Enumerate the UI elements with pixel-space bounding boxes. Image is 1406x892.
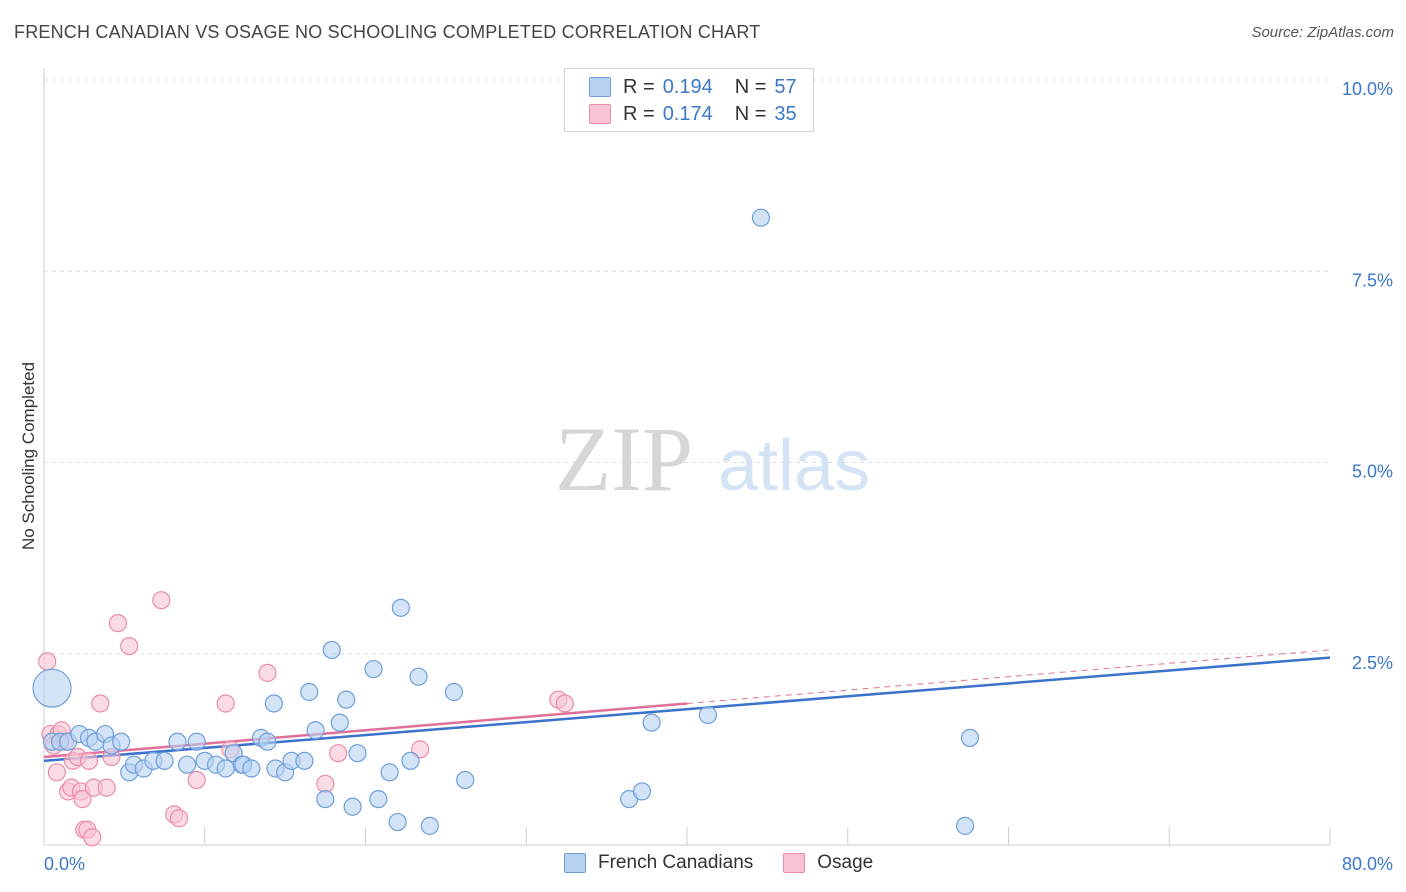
x-label-min: 0.0% — [44, 854, 85, 874]
french-canadian-point — [632, 782, 652, 801]
french-canadian-point — [955, 816, 975, 835]
osage-point — [97, 778, 116, 797]
legend-swatch-pink — [783, 853, 806, 873]
osage-point — [329, 744, 348, 763]
french-canadian-point — [155, 751, 174, 770]
french-canadian-point — [295, 751, 314, 770]
french-canadian-point — [380, 763, 399, 782]
correlation-legend: R = 0.194 N = 57 R = 0.174 N = 35 — [564, 68, 814, 132]
osage-trend-extension — [686, 649, 1331, 704]
osage-point — [555, 694, 574, 713]
chart-title: FRENCH CANADIAN VS OSAGE NO SCHOOLING CO… — [14, 22, 761, 42]
french-canadian-point — [348, 744, 367, 763]
legend-n-label: N = — [734, 75, 767, 98]
french-canadian-point — [300, 682, 319, 702]
french-canadian-point — [322, 640, 341, 660]
french-canadian-point — [343, 797, 362, 816]
legend-label-french-canadians: French Canadians — [598, 852, 754, 873]
osage-point — [91, 694, 110, 713]
osage-point — [120, 636, 139, 656]
french-canadian-point — [168, 732, 187, 751]
watermark-zip: ZIP — [555, 408, 693, 510]
legend-r-label: R = — [623, 102, 655, 125]
y-tick-label: 2.5% — [1352, 653, 1393, 673]
legend-label-osage: Osage — [817, 852, 874, 873]
legend-r-value: 0.174 — [662, 102, 713, 125]
legend-n-value: 35 — [774, 102, 797, 125]
osage-point — [152, 591, 171, 610]
french-canadian-points — [32, 208, 980, 835]
french-canadian-point — [177, 755, 197, 774]
grid-lines — [44, 79, 1330, 655]
osage-point — [73, 789, 92, 809]
y-tick-labels: 2.5% 5.0% 7.5% 10.0% — [1342, 79, 1393, 673]
french-canadian-point — [216, 759, 235, 778]
legend-row-french-canadians: R = 0.194 N = 57 — [589, 75, 797, 99]
osage-point — [187, 770, 206, 790]
osage-point — [83, 828, 102, 847]
french-canadian-point — [401, 751, 420, 770]
legend-n-label: N = — [734, 102, 767, 125]
osage-point — [216, 694, 235, 713]
source-label: Source: ZipAtlas.com — [1251, 24, 1394, 41]
legend-row-osage: R = 0.174 N = 35 — [589, 102, 797, 126]
french-canadian-point — [698, 705, 717, 725]
watermark-atlas: atlas — [718, 426, 870, 506]
legend-swatch-pink — [589, 104, 611, 124]
french-canadian-point — [316, 789, 335, 809]
y-axis-label: No Schooling Completed — [19, 362, 38, 550]
french-canadian-point — [258, 732, 277, 751]
legend-n-value: 57 — [774, 75, 797, 98]
french-canadian-point — [456, 770, 475, 790]
french-canadian-point — [264, 694, 283, 713]
french-canadian-point — [444, 682, 464, 702]
osage-point — [169, 809, 189, 828]
osage-point — [108, 614, 128, 633]
french-canadian-point — [960, 728, 980, 748]
osage-point — [47, 763, 66, 782]
x-label-max: 80.0% — [1342, 854, 1393, 874]
french-canadian-point — [751, 208, 771, 227]
french-canadian-point — [420, 816, 439, 835]
legend-r-value: 0.194 — [662, 75, 713, 98]
x-axis-ticks — [204, 827, 1331, 845]
french-canadian-point — [642, 713, 661, 732]
french-canadian-point — [330, 713, 349, 732]
y-tick-label: 5.0% — [1352, 462, 1393, 482]
french-canadian-point — [306, 721, 325, 740]
french-canadian-point — [364, 659, 383, 679]
osage-point — [316, 774, 335, 793]
french-canadian-point — [187, 732, 206, 751]
legend-swatch-blue — [564, 853, 586, 873]
legend-swatch-blue — [589, 77, 611, 97]
legend-item-french-canadians[interactable]: French Canadians — [564, 852, 753, 874]
series-legend: French Canadians Osage — [564, 852, 903, 874]
french-canadian-point — [369, 789, 388, 809]
osage-point — [79, 751, 99, 770]
osage-point — [258, 663, 277, 682]
legend-r-label: R = — [623, 75, 655, 98]
osage-point — [38, 652, 57, 671]
french-canadian-point — [337, 690, 356, 709]
osage-trend-line — [43, 702, 688, 759]
y-tick-label: 7.5% — [1352, 270, 1393, 290]
french-canadian-point — [32, 668, 72, 708]
french-canadian-point — [409, 667, 428, 686]
french-canadian-point — [112, 732, 131, 751]
french-canadian-point — [242, 759, 261, 778]
legend-item-osage[interactable]: Osage — [783, 852, 873, 874]
french-canadian-point — [391, 598, 410, 617]
y-tick-label: 10.0% — [1342, 79, 1393, 99]
french-canadian-point — [388, 812, 407, 832]
watermark: ZIP atlas — [555, 408, 870, 510]
